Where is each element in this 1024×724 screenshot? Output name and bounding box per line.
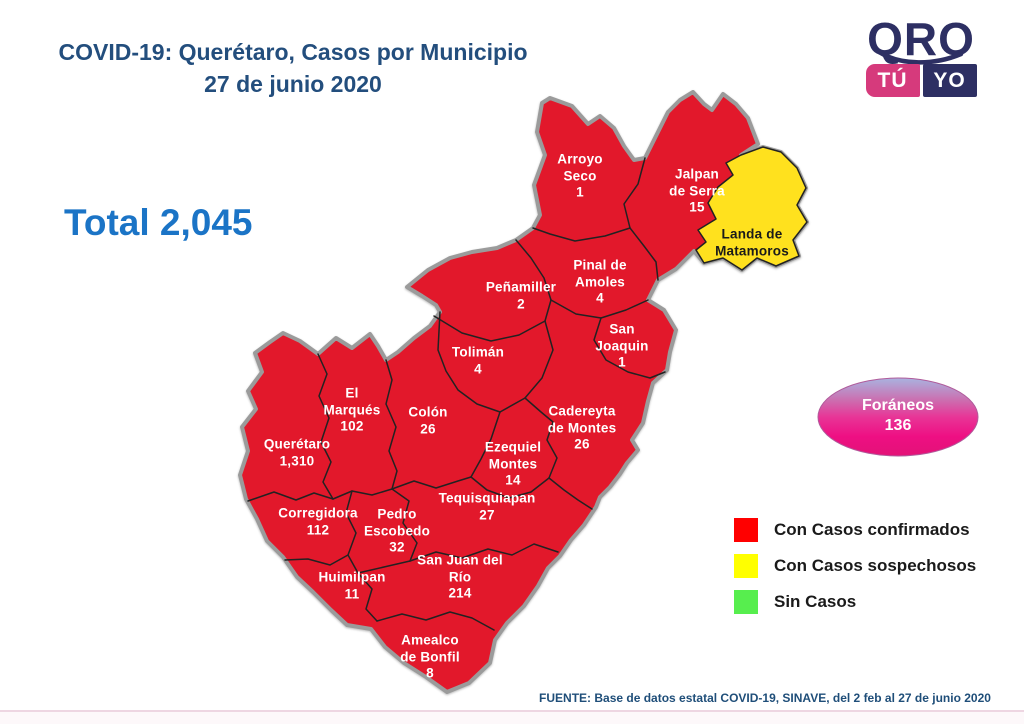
legend: Con Casos confirmados Con Casos sospechos… — [734, 518, 976, 626]
legend-swatch — [734, 554, 758, 578]
landa-de-matamoros-region — [695, 146, 808, 271]
foraneos-value: 136 — [884, 417, 912, 434]
legend-label: Con Casos confirmados — [774, 520, 970, 539]
logo-badge-row: TÚ YO — [846, 64, 996, 97]
municipality-borders — [247, 157, 666, 631]
foraneos-label: Foráneos — [861, 397, 934, 414]
legend-item: Con Casos confirmados — [734, 518, 976, 542]
page-title: COVID-19: Querétaro, Casos por Municipio… — [28, 36, 558, 100]
legend-label: Sin Casos — [774, 592, 857, 611]
legend-item: Con Casos sospechosos — [734, 554, 976, 578]
legend-label: Con Casos sospechosos — [774, 556, 977, 575]
qro-tuyo-logo: QRO TÚ YO — [846, 16, 996, 97]
legend-item: Sin Casos — [734, 590, 976, 614]
legend-swatch — [734, 518, 758, 542]
bottom-edge-strip — [0, 710, 1024, 724]
logo-yo-badge: YO — [922, 64, 977, 97]
source-note: FUENTE: Base de datos estatal COVID-19, … — [539, 691, 991, 705]
total-cases-label: Total 2,045 — [64, 202, 253, 243]
state-silhouette — [238, 90, 809, 694]
foraneos-label-group: Foráneos 136 — [818, 396, 978, 436]
logo-tu-badge: TÚ — [865, 64, 920, 97]
title-line-1: COVID-19: Querétaro, Casos por Municipio — [58, 39, 528, 65]
legend-swatch — [734, 590, 758, 614]
logo-q-swoosh-icon — [876, 50, 964, 65]
title-line-2: 27 de junio 2020 — [204, 71, 382, 97]
foraneos-bubble — [817, 377, 979, 457]
